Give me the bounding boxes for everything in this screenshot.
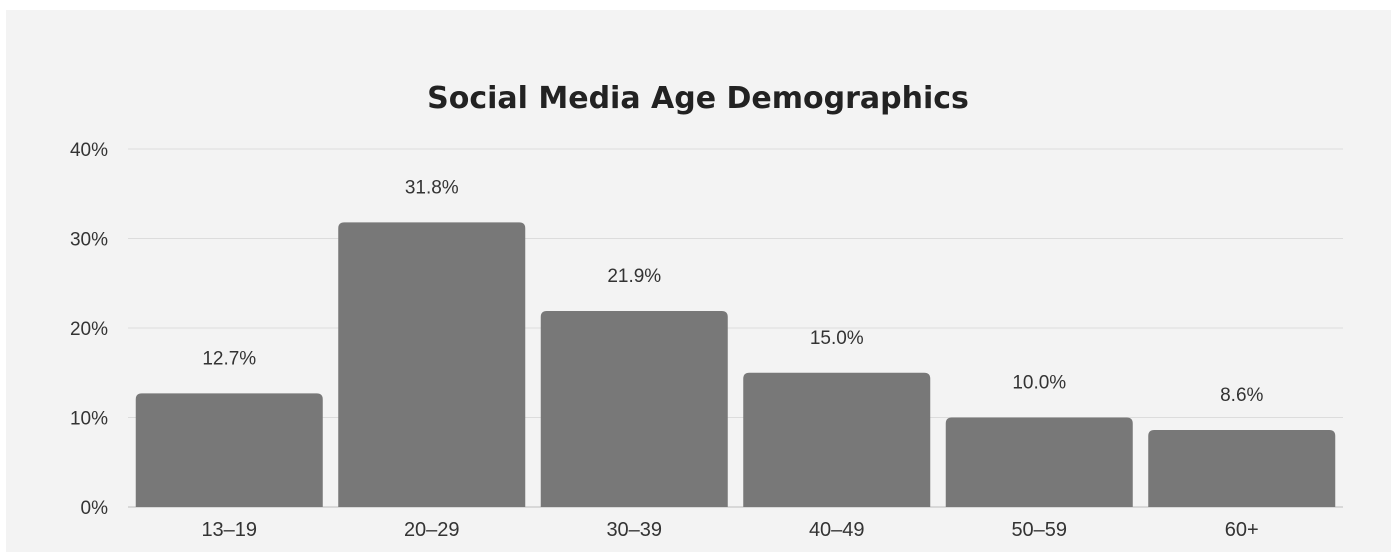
bars [135, 222, 1336, 507]
y-tick-label: 10% [70, 409, 108, 430]
y-tick-label: 40% [70, 140, 108, 161]
data-label: 12.7% [202, 348, 256, 369]
data-label: 21.9% [607, 266, 661, 287]
bar [338, 222, 526, 507]
data-labels: 12.7% 31.8% 21.9% 15.0% 10.0% 8.6% [202, 177, 1263, 406]
data-label: 8.6% [1220, 385, 1263, 406]
data-label: 10.0% [1012, 373, 1066, 394]
data-label: 31.8% [405, 177, 459, 198]
y-tick-label: 30% [70, 230, 108, 251]
x-axis-ticks: 13–19 20–29 30–39 40–49 50–59 60+ [201, 519, 1258, 541]
bar [135, 393, 323, 507]
x-tick-label: 20–29 [404, 519, 460, 541]
y-tick-label: 0% [81, 498, 109, 519]
gridlines [128, 148, 1343, 508]
x-tick-label: 30–39 [606, 519, 662, 541]
bar [945, 417, 1133, 507]
bar [1148, 430, 1336, 507]
data-label: 15.0% [810, 328, 864, 349]
x-tick-label: 13–19 [201, 519, 257, 541]
chart-title: Social Media Age Demographics [427, 81, 969, 116]
bar [540, 310, 728, 507]
x-tick-label: 40–49 [809, 519, 865, 541]
y-axis-ticks: 0% 10% 20% 30% 40% [70, 140, 108, 519]
x-tick-label: 50–59 [1011, 519, 1067, 541]
y-tick-label: 20% [70, 319, 108, 340]
x-tick-label: 60+ [1225, 519, 1259, 541]
bar [743, 372, 931, 507]
